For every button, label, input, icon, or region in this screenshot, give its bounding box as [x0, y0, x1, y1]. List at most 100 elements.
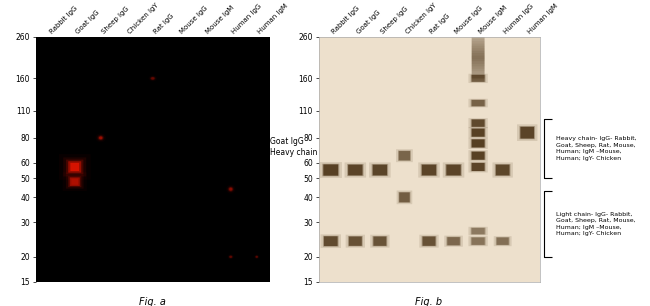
FancyBboxPatch shape — [447, 237, 460, 245]
FancyBboxPatch shape — [472, 45, 484, 47]
FancyBboxPatch shape — [472, 54, 484, 56]
FancyBboxPatch shape — [496, 165, 510, 175]
FancyBboxPatch shape — [348, 165, 363, 175]
FancyBboxPatch shape — [472, 72, 484, 74]
FancyBboxPatch shape — [472, 76, 484, 78]
FancyBboxPatch shape — [447, 165, 461, 175]
FancyBboxPatch shape — [472, 42, 484, 44]
FancyBboxPatch shape — [320, 234, 341, 248]
FancyBboxPatch shape — [422, 236, 436, 246]
FancyBboxPatch shape — [472, 50, 484, 53]
Ellipse shape — [256, 256, 257, 258]
FancyBboxPatch shape — [471, 151, 486, 160]
FancyBboxPatch shape — [472, 58, 484, 60]
FancyBboxPatch shape — [472, 69, 484, 71]
FancyBboxPatch shape — [472, 41, 484, 43]
FancyBboxPatch shape — [472, 44, 484, 46]
FancyBboxPatch shape — [469, 127, 488, 138]
FancyBboxPatch shape — [320, 162, 342, 178]
FancyBboxPatch shape — [70, 163, 79, 171]
FancyBboxPatch shape — [497, 237, 509, 245]
FancyBboxPatch shape — [72, 179, 78, 185]
FancyBboxPatch shape — [348, 236, 363, 246]
FancyBboxPatch shape — [472, 69, 484, 72]
FancyBboxPatch shape — [472, 76, 484, 79]
FancyBboxPatch shape — [472, 72, 484, 74]
FancyBboxPatch shape — [372, 236, 387, 246]
FancyBboxPatch shape — [373, 237, 386, 246]
FancyBboxPatch shape — [471, 237, 486, 245]
FancyBboxPatch shape — [344, 162, 366, 177]
FancyBboxPatch shape — [472, 52, 484, 55]
Text: Fig. a: Fig. a — [139, 297, 166, 306]
Ellipse shape — [227, 186, 234, 192]
FancyBboxPatch shape — [469, 99, 488, 107]
FancyBboxPatch shape — [68, 176, 81, 187]
FancyBboxPatch shape — [472, 57, 484, 59]
FancyBboxPatch shape — [422, 165, 436, 175]
FancyBboxPatch shape — [322, 164, 339, 176]
FancyBboxPatch shape — [471, 162, 486, 171]
FancyBboxPatch shape — [472, 35, 484, 38]
FancyBboxPatch shape — [469, 150, 488, 161]
FancyBboxPatch shape — [370, 235, 389, 248]
FancyBboxPatch shape — [472, 38, 484, 40]
FancyBboxPatch shape — [519, 126, 535, 139]
FancyBboxPatch shape — [472, 59, 484, 61]
FancyBboxPatch shape — [447, 237, 461, 246]
Ellipse shape — [255, 256, 258, 258]
FancyBboxPatch shape — [472, 71, 484, 73]
Ellipse shape — [229, 188, 232, 191]
FancyBboxPatch shape — [472, 64, 484, 66]
FancyBboxPatch shape — [472, 48, 484, 50]
FancyBboxPatch shape — [66, 175, 84, 189]
FancyBboxPatch shape — [472, 163, 485, 171]
FancyBboxPatch shape — [68, 161, 81, 173]
FancyBboxPatch shape — [472, 119, 485, 127]
Ellipse shape — [229, 256, 232, 258]
Ellipse shape — [229, 255, 233, 259]
FancyBboxPatch shape — [445, 164, 462, 176]
FancyBboxPatch shape — [472, 47, 484, 49]
FancyBboxPatch shape — [398, 192, 410, 203]
FancyBboxPatch shape — [472, 54, 484, 57]
FancyBboxPatch shape — [471, 119, 486, 127]
FancyBboxPatch shape — [472, 47, 484, 50]
FancyBboxPatch shape — [469, 236, 488, 246]
FancyBboxPatch shape — [472, 65, 484, 67]
FancyBboxPatch shape — [472, 66, 484, 68]
FancyBboxPatch shape — [422, 237, 436, 246]
FancyBboxPatch shape — [372, 164, 388, 176]
FancyBboxPatch shape — [396, 149, 413, 162]
FancyBboxPatch shape — [443, 162, 464, 177]
FancyBboxPatch shape — [369, 162, 391, 177]
FancyBboxPatch shape — [472, 62, 484, 65]
FancyBboxPatch shape — [472, 51, 484, 53]
FancyBboxPatch shape — [472, 63, 484, 65]
Text: Heavy chain- IgG- Rabbit,
Goat, Sheep, Rat, Mouse,
Human; IgM –Mouse,
Human; IgY: Heavy chain- IgG- Rabbit, Goat, Sheep, R… — [556, 136, 637, 161]
FancyBboxPatch shape — [63, 157, 86, 177]
FancyBboxPatch shape — [323, 164, 338, 176]
FancyBboxPatch shape — [517, 124, 538, 141]
FancyBboxPatch shape — [472, 52, 484, 54]
Ellipse shape — [229, 256, 232, 258]
FancyBboxPatch shape — [472, 58, 484, 60]
FancyBboxPatch shape — [472, 38, 484, 40]
FancyBboxPatch shape — [472, 67, 484, 69]
FancyBboxPatch shape — [469, 138, 488, 149]
FancyBboxPatch shape — [472, 100, 485, 106]
FancyBboxPatch shape — [472, 73, 484, 75]
FancyBboxPatch shape — [494, 236, 512, 246]
FancyBboxPatch shape — [346, 235, 365, 248]
FancyBboxPatch shape — [495, 164, 510, 176]
FancyBboxPatch shape — [472, 60, 484, 62]
FancyBboxPatch shape — [472, 62, 484, 64]
FancyBboxPatch shape — [399, 151, 410, 160]
FancyBboxPatch shape — [472, 74, 484, 76]
FancyBboxPatch shape — [471, 99, 486, 106]
Text: Light chain- IgG- Rabbit,
Goat, Sheep, Rat, Mouse,
Human; IgM –Mouse,
Human; IgY: Light chain- IgG- Rabbit, Goat, Sheep, R… — [556, 212, 636, 236]
Ellipse shape — [228, 187, 233, 191]
FancyBboxPatch shape — [472, 37, 484, 39]
FancyBboxPatch shape — [496, 237, 510, 245]
FancyBboxPatch shape — [349, 237, 362, 246]
